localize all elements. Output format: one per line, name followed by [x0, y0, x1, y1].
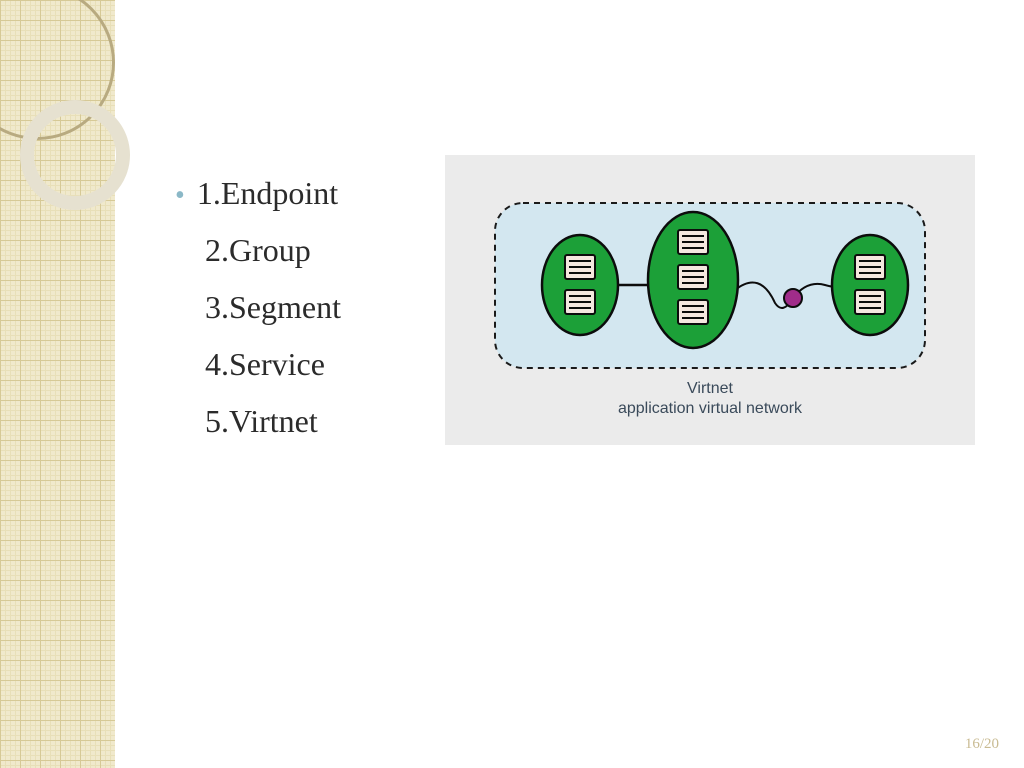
list-item: 4.Service [175, 346, 341, 383]
diagram-caption-line1: Virtnet [687, 380, 734, 397]
server-icon [678, 265, 708, 289]
decorative-ring-2 [20, 100, 130, 210]
server-icon [678, 300, 708, 324]
list-item-text: 3.Segment [205, 289, 341, 326]
list-item: 3.Segment [175, 289, 341, 326]
list-item: 2.Group [175, 232, 341, 269]
server-icon [855, 255, 885, 279]
group-oval [542, 235, 618, 335]
server-icon [565, 290, 595, 314]
server-icon [678, 230, 708, 254]
bullet-icon: • [175, 182, 185, 210]
virtnet-diagram: Virtnet application virtual network [445, 155, 975, 445]
decorative-sidebar [0, 0, 115, 768]
page-number: 16/20 [965, 736, 999, 753]
group-oval [832, 235, 908, 335]
diagram-caption-line2: application virtual network [618, 400, 803, 417]
virtnet-svg: Virtnet application virtual network [475, 185, 945, 435]
list-item: • 1.Endpoint [175, 175, 341, 212]
server-icon [565, 255, 595, 279]
list-item-text: 5.Virtnet [205, 403, 318, 440]
list-item: 5.Virtnet [175, 403, 341, 440]
page-total: 20 [984, 736, 999, 752]
list-content: • 1.Endpoint 2.Group 3.Segment 4.Service… [175, 175, 341, 460]
page-current: 16 [965, 736, 980, 752]
list-item-text: 4.Service [205, 346, 325, 383]
list-item-text: 1.Endpoint [197, 175, 338, 212]
list-item-text: 2.Group [205, 232, 311, 269]
server-icon [855, 290, 885, 314]
service-dot [784, 289, 802, 307]
